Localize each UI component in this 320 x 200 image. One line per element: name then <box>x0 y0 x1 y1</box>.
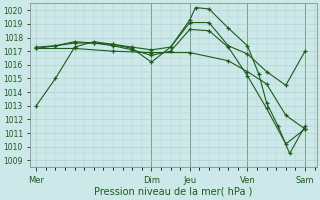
X-axis label: Pression niveau de la mer( hPa ): Pression niveau de la mer( hPa ) <box>94 187 253 197</box>
